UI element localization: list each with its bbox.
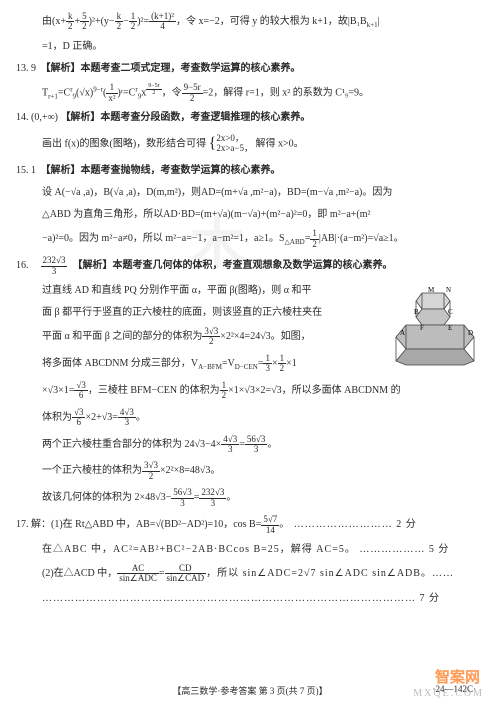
q16-line6: ×√3×1=√36，三棱柱 BFM−CEN 的体积为12×1×√3×2=√3，所… <box>16 381 484 401</box>
svg-text:D: D <box>468 329 473 337</box>
q17-line2: 在△ABC 中，AC²=AB²+BC²−2AB·BCcos B=25，解得 AC… <box>16 542 484 557</box>
q15-line3: △ABD 为直角三角形，所以AD·BD=(m+√a)(m−√a)+(m²−a)²… <box>16 207 484 222</box>
q15-line2: 设 A(−√a ,a)，B(√a ,a)，D(m,m²)，则AD=(m+√a ,… <box>16 185 484 200</box>
q13-line2: Tr+1=Cr9(√x)9−r(1x²)ʳ=Cr9x9−5r2，令9−5r2=2… <box>16 83 484 103</box>
q12-line2: =1，D 正确。 <box>16 39 484 54</box>
footer-center: 【高三数学·参考答案 第 3 页(共 7 页)】 <box>172 686 327 696</box>
svg-text:A: A <box>400 329 405 337</box>
q12-line1: 由(x+k2+52)²+(y−k2−12)²=(k+1)²4，令 x=−2，可得… <box>16 12 484 32</box>
hexagonal-prism-figure: M N B C F E A D <box>392 285 484 367</box>
q16-line7: 体积为√36×2+√3=4√33。 <box>16 408 484 428</box>
q17-line4: ………………………………………………………………………………………… 7 分 <box>16 591 484 606</box>
svg-text:F: F <box>420 324 424 332</box>
q16-line10: 故该几何体的体积为 2×48√3−56√33=232√33。 <box>16 488 484 508</box>
q14-header: 14. (0,+∞) 【解析】本题考查分段函数，考查逻辑推理的核心素养。 <box>16 110 484 125</box>
svg-text:N: N <box>446 286 451 294</box>
q14-line2: 画出 f(x)的图象(图略)，数形结合可得 {2x>0，2x>a−5， 解得 x… <box>16 132 484 156</box>
svg-text:C: C <box>448 308 453 316</box>
q15-header: 15. 1 【解析】本题考查抛物线，考查数学运算的核心素养。 <box>16 163 484 178</box>
svg-text:B: B <box>414 308 419 316</box>
page-content: 由(x+k2+52)²+(y−k2−12)²=(k+1)²4，令 x=−2，可得… <box>16 12 484 606</box>
svg-text:M: M <box>428 286 435 294</box>
q16-line9: 一个正六棱柱的体积为3√32×2²×8=48√3。 <box>16 461 484 481</box>
svg-text:E: E <box>448 324 452 332</box>
q17-line1: 17. 解：(1)在 Rt△ABD 中，AB=√(BD²−AD²)=10，cos… <box>16 515 484 535</box>
q13-header: 13. 9 【解析】本题考查二项式定理，考查数学运算的核心素养。 <box>16 61 484 76</box>
q15-line4: −a)²=0。因为 m²−a≠0，所以 m²−a=−1，a−m²=1，a≥1。S… <box>16 229 484 249</box>
q16-line8: 两个正六棱柱重合部分的体积为 24√3−4×4√33=56√33。 <box>16 435 484 455</box>
watermark-logo: 智案网 <box>435 666 480 687</box>
watermark-url: MXQE.COM <box>413 688 484 699</box>
q17-line3: (2)在△ACD 中，ACsin∠ADC=CDsin∠CAD，所以 sin∠AD… <box>16 564 484 584</box>
q16-header: 16. 232√33 【解析】本题考查几何体的体积，考查直观想象及数学运算的核心… <box>16 256 484 276</box>
